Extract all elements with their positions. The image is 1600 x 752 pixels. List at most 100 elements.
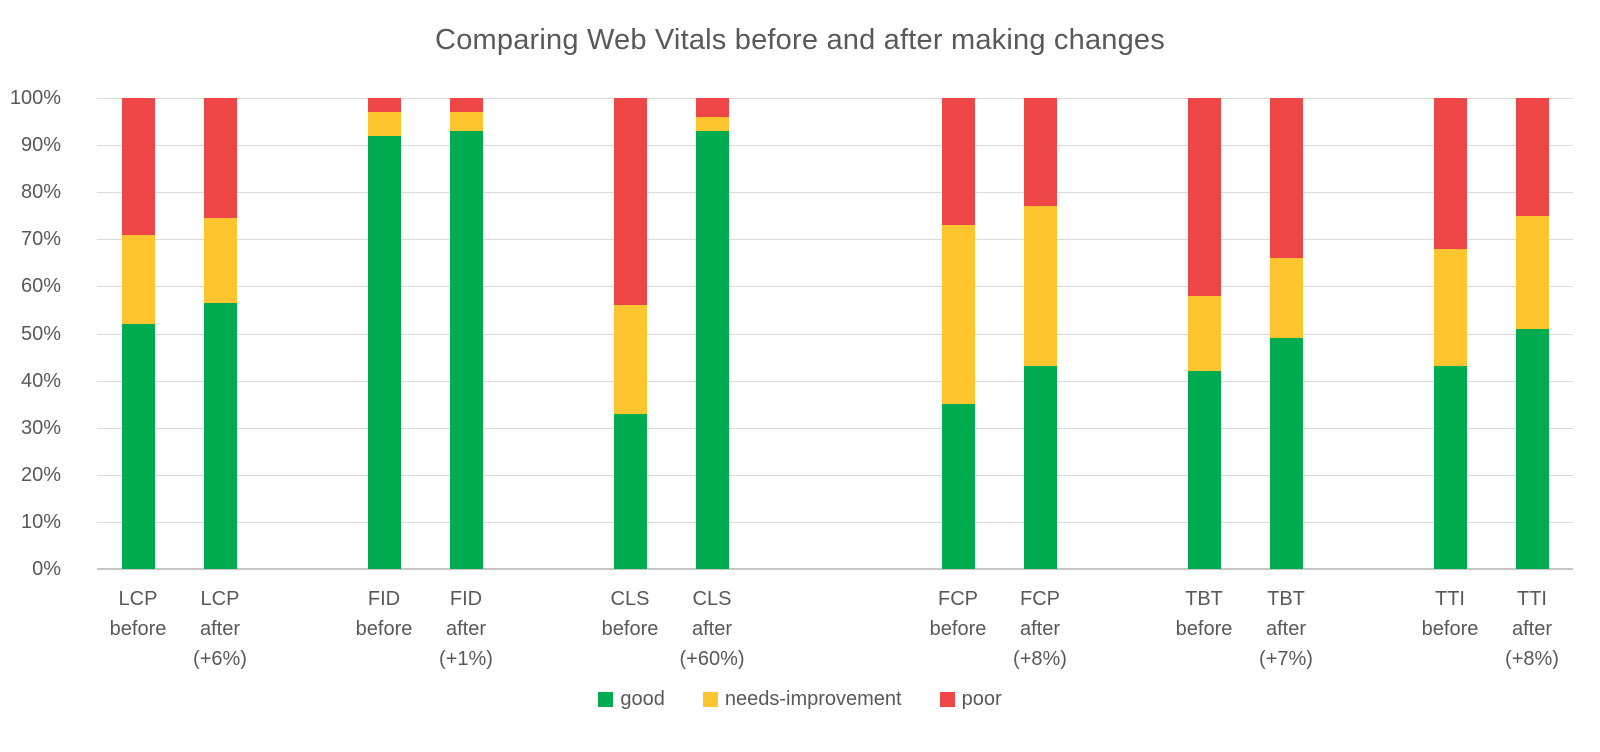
segment-needs-improvement-lcp-after	[203, 218, 237, 303]
bar-tti-after-8-	[1515, 98, 1549, 569]
segment-needs-improvement-tti-after	[1515, 215, 1549, 329]
y-tick-label-80: 80%	[20, 181, 61, 204]
bar-tti-before	[1433, 98, 1467, 569]
bar-lcp-before	[121, 98, 155, 569]
chart-title: Comparing Web Vitals before and after ma…	[435, 24, 1165, 56]
plot-area: 0% 10% 20% 30% 40% 50% 60% 70% 80% 90% 100%	[10, 88, 1573, 579]
x-axis-label-lcp-after-6-: LCP after (+6%)	[140, 584, 300, 674]
bar-fcp-after-8-	[1023, 98, 1057, 569]
legend-swatch-good	[598, 692, 614, 707]
x-axis-label-fid-after-1-: FID after (+1%)	[386, 584, 546, 674]
bar-cls-before	[613, 98, 647, 569]
x-axis-label-line: TTI	[1435, 588, 1465, 610]
x-axis-label-line: CLS	[610, 588, 650, 610]
segment-good-fid-after	[449, 130, 483, 569]
segment-good-cls-after	[695, 130, 729, 569]
x-axis-label-line: before	[929, 618, 987, 640]
x-axis-label-line: after	[1265, 618, 1307, 640]
bar-lcp-after-6-	[203, 98, 237, 569]
x-axis-label-line: after	[1511, 618, 1553, 640]
gridline-10	[97, 521, 1573, 523]
segment-needs-improvement-tti-before	[1433, 248, 1467, 367]
segment-good-lcp-after	[203, 302, 237, 569]
chart-legend: good needs-improvement poor	[0, 688, 1600, 711]
segment-good-lcp-before	[121, 324, 155, 569]
legend-label-poor: poor	[961, 688, 1002, 710]
segment-good-tti-after	[1515, 328, 1549, 569]
x-axis-label-lcp-before: LCP before	[58, 584, 218, 644]
y-tick-label-30: 30%	[20, 416, 61, 439]
segment-good-fcp-after	[1023, 366, 1057, 569]
legend-item-poor: poor	[939, 688, 1002, 711]
x-axis-label-cls-before: CLS before	[550, 584, 710, 644]
y-tick-label-10: 10%	[20, 510, 61, 533]
gridline-50	[97, 333, 1573, 335]
x-axis-label-tti-before: TTI before	[1370, 584, 1530, 644]
x-axis-label-line: after	[1019, 618, 1061, 640]
x-axis-label-line: (+8%)	[1013, 648, 1067, 670]
x-axis-label-cls-after-60-: CLS after (+60%)	[632, 584, 792, 674]
bar-fcp-before	[941, 98, 975, 569]
x-axis-label-line: before	[1421, 618, 1479, 640]
x-axis-label-line: FID	[449, 588, 483, 610]
segment-needs-improvement-fid-before	[367, 112, 401, 136]
legend-item-good: good	[598, 688, 665, 711]
segment-poor-tbt-before	[1187, 98, 1221, 296]
bar-tbt-before	[1187, 98, 1221, 569]
y-tick-label-20: 20%	[20, 463, 61, 486]
gridline-80	[97, 192, 1573, 194]
segment-good-fcp-before	[941, 404, 975, 569]
segment-poor-lcp-before	[121, 98, 155, 235]
x-axis-label-tbt-after-7-: TBT after (+7%)	[1206, 584, 1366, 674]
gridline-60	[97, 286, 1573, 288]
segment-good-cls-before	[613, 413, 647, 569]
legend-swatch-needs_improvement	[702, 692, 718, 707]
gridline-90	[97, 145, 1573, 147]
x-axis-label-line: FID	[367, 588, 401, 610]
x-axis-label-line: LCP	[200, 588, 240, 610]
x-axis-label-line: (+8%)	[1505, 648, 1559, 670]
x-axis-label-line: FCP	[938, 588, 978, 610]
segment-needs-improvement-fcp-before	[941, 225, 975, 405]
segment-good-tbt-after	[1269, 338, 1303, 569]
segment-needs-improvement-tbt-before	[1187, 295, 1221, 372]
x-axis-label-line: TTI	[1517, 588, 1547, 610]
segment-poor-cls-before	[613, 98, 647, 306]
y-tick-label-100: 100%	[9, 87, 61, 109]
x-axis-label-line: TBT	[1267, 588, 1305, 610]
bar-cls-after-60-	[695, 98, 729, 569]
x-axis-label-line: (+1%)	[439, 648, 493, 670]
legend-label-good: good	[620, 688, 665, 710]
x-axis-label-fid-before: FID before	[304, 584, 464, 644]
gridline-20	[97, 474, 1573, 476]
segment-good-tti-before	[1433, 366, 1467, 569]
segment-poor-fid-after	[449, 98, 483, 113]
x-axis-label-line: LCP	[118, 588, 158, 610]
x-axis-label-line: after	[445, 618, 487, 640]
bar-tbt-after-7-	[1269, 98, 1303, 569]
gridline-100	[97, 98, 1573, 99]
x-axis-label-tbt-before: TBT before	[1124, 584, 1284, 644]
segment-needs-improvement-cls-after	[695, 116, 729, 131]
segment-needs-improvement-tbt-after	[1269, 258, 1303, 339]
x-axis-label-fcp-after-8-: FCP after (+8%)	[960, 584, 1120, 674]
x-axis-label-line: (+60%)	[679, 648, 745, 670]
segment-needs-improvement-fid-after	[449, 112, 483, 131]
y-tick-label-90: 90%	[20, 134, 61, 157]
segment-good-fid-before	[367, 135, 401, 569]
bar-fid-before	[367, 98, 401, 569]
segment-needs-improvement-fcp-after	[1023, 206, 1057, 367]
legend-swatch-poor	[939, 692, 955, 707]
gridline-30	[97, 427, 1573, 429]
y-tick-label-70: 70%	[20, 228, 61, 251]
segment-poor-lcp-after	[203, 98, 237, 219]
gridline-70	[97, 239, 1573, 241]
legend-label-needs_improvement: needs-improvement	[724, 688, 902, 710]
x-axis-line	[97, 568, 1573, 570]
y-tick-label-0: 0%	[32, 558, 61, 580]
x-axis-label-fcp-before: FCP before	[878, 584, 1038, 644]
segment-good-tbt-before	[1187, 371, 1221, 569]
segment-poor-tti-before	[1433, 98, 1467, 249]
x-axis-label-line: FCP	[1020, 588, 1060, 610]
